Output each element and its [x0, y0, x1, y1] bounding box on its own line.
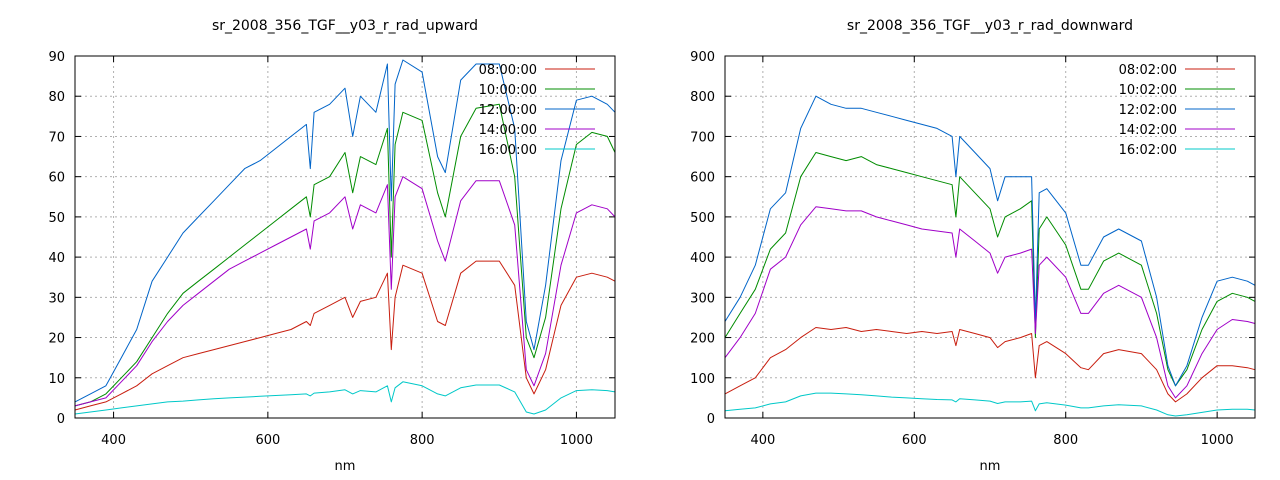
series-line-2: [724, 95, 1256, 387]
plot-frame: [74, 55, 616, 419]
x-tick-label: 600: [902, 433, 927, 448]
y-tick-label: 600: [690, 171, 715, 186]
y-tick-label: 50: [48, 211, 65, 226]
series-line-3: [724, 206, 1256, 399]
x-tick-label: 800: [1053, 433, 1078, 448]
y-tick-label: 900: [690, 50, 715, 65]
y-tick-label: 90: [48, 50, 65, 65]
y-tick-label: 100: [690, 372, 715, 387]
y-tick-label: 40: [48, 251, 65, 266]
x-axis-label: nm: [335, 459, 356, 474]
x-tick-label: 600: [255, 433, 280, 448]
legend-label-0: 08:02:00: [1119, 63, 1177, 78]
y-tick-label: 10: [48, 372, 65, 387]
series-line-2: [74, 59, 616, 403]
y-tick-label: 700: [690, 130, 715, 145]
x-tick-label: 400: [750, 433, 775, 448]
x-tick-label: 400: [101, 433, 126, 448]
y-tick-label: 80: [48, 90, 65, 105]
y-tick-label: 70: [48, 130, 65, 145]
legend-label-4: 16:02:00: [1119, 143, 1177, 158]
chart-upward: sr_2008_356_TGF__y03_r_rad_upward 0 10 20 30…: [48, 18, 616, 474]
y-tick-label: 800: [690, 90, 715, 105]
series-line-4: [724, 392, 1256, 417]
legend-label-2: 12:00:00: [479, 103, 537, 118]
legend-label-2: 12:02:00: [1119, 103, 1177, 118]
x-tick-label: 800: [410, 433, 435, 448]
legend-label-4: 16:00:00: [479, 143, 537, 158]
y-tick-label: 400: [690, 251, 715, 266]
x-tick-label: 1000: [1201, 433, 1234, 448]
x-tick-label: 1000: [560, 433, 593, 448]
series-line-1: [724, 152, 1256, 387]
series-line-4: [74, 381, 616, 415]
chart-title: sr_2008_356_TGF__y03_r_rad_upward: [212, 18, 478, 34]
legend-label-1: 10:02:00: [1119, 83, 1177, 98]
y-tick-label: 0: [707, 412, 715, 427]
series-line-1: [74, 103, 616, 407]
series-line-0: [74, 260, 616, 411]
legend-label-3: 14:02:00: [1119, 123, 1177, 138]
y-tick-label: 500: [690, 211, 715, 226]
y-tick-label: 60: [48, 171, 65, 186]
plot-frame: [724, 55, 1256, 419]
y-tick-label: 30: [48, 291, 65, 306]
x-axis-label: nm: [980, 459, 1001, 474]
legend-label-0: 08:00:00: [479, 63, 537, 78]
legend-label-3: 14:00:00: [479, 123, 537, 138]
chart-downward: sr_2008_356_TGF__y03_r_rad_downward 0 100 2…: [690, 18, 1256, 474]
series-line-0: [724, 327, 1256, 403]
y-tick-label: 200: [690, 332, 715, 347]
y-tick-label: 300: [690, 291, 715, 306]
legend-label-1: 10:00:00: [479, 83, 537, 98]
y-tick-label: 0: [57, 412, 65, 427]
series-line-3: [74, 176, 616, 407]
y-tick-label: 20: [48, 332, 65, 347]
chart-title: sr_2008_356_TGF__y03_r_rad_downward: [847, 18, 1133, 34]
